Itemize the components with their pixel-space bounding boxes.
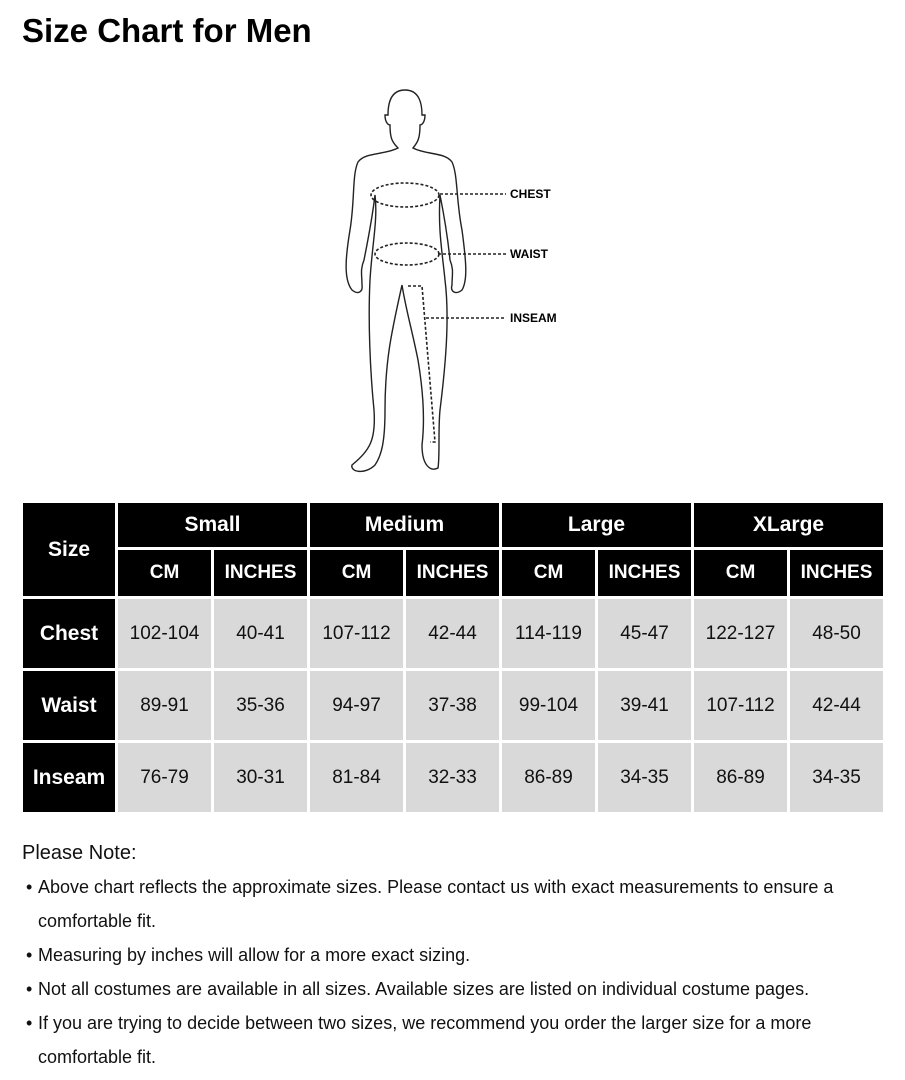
table-cell: 94-97 [310, 671, 403, 740]
table-cell: 102-104 [118, 599, 211, 668]
group-large: Large [502, 503, 691, 547]
table-cell: 32-33 [406, 743, 499, 812]
unit-header: INCHES [598, 550, 691, 596]
unit-header: CM [502, 550, 595, 596]
page-title: Size Chart for Men [22, 12, 312, 49]
table-cell: 107-112 [310, 599, 403, 668]
group-small: Small [118, 503, 307, 547]
table-cell: 114-119 [502, 599, 595, 668]
chest-label: CHEST [510, 187, 551, 201]
notes-section: Please Note: • Above chart reflects the a… [22, 836, 898, 1074]
table-cell: 39-41 [598, 671, 691, 740]
chest-measure-line [370, 182, 440, 208]
inseam-measure-line [408, 285, 436, 443]
table-cell: 107-112 [694, 671, 787, 740]
waist-measure-line [374, 242, 440, 266]
inseam-label: INSEAM [510, 311, 557, 325]
table-cell: 42-44 [790, 671, 883, 740]
unit-header: INCHES [406, 550, 499, 596]
waist-label: WAIST [510, 247, 549, 261]
group-xlarge: XLarge [694, 503, 883, 547]
unit-header: CM [118, 550, 211, 596]
table-cell: 37-38 [406, 671, 499, 740]
unit-header: CM [310, 550, 403, 596]
row-header: Chest [23, 599, 115, 668]
row-header: Inseam [23, 743, 115, 812]
note-item: • Measuring by inches will allow for a mo… [26, 945, 471, 965]
table-cell: 76-79 [118, 743, 211, 812]
table-cell: 40-41 [214, 599, 307, 668]
table-cell: 81-84 [310, 743, 403, 812]
table-cell: 45-47 [598, 599, 691, 668]
unit-header: CM [694, 550, 787, 596]
table-cell: 122-127 [694, 599, 787, 668]
size-header: Size [23, 503, 115, 596]
table-cell: 34-35 [598, 743, 691, 812]
table-cell: 86-89 [502, 743, 595, 812]
row-header: Waist [23, 671, 115, 740]
table-cell: 34-35 [790, 743, 883, 812]
table-cell: 48-50 [790, 599, 883, 668]
note-item: • If you are trying to decide between two… [26, 1013, 812, 1067]
note-item: • Not all costumes are available in all s… [26, 979, 810, 999]
unit-header: INCHES [790, 550, 883, 596]
table-cell: 99-104 [502, 671, 595, 740]
note-item: • Above chart reflects the approximate si… [26, 877, 834, 931]
table-cell: 89-91 [118, 671, 211, 740]
body-outline [345, 89, 467, 473]
size-table: Size Small Medium Large XLarge CM INCHES C… [20, 500, 886, 815]
table-cell: 86-89 [694, 743, 787, 812]
table-cell: 42-44 [406, 599, 499, 668]
notes-title: Please Note: [22, 842, 137, 864]
unit-header: INCHES [214, 550, 307, 596]
body-measurement-figure: CHEST WAIST INSEAM [345, 89, 557, 473]
table-cell: 35-36 [214, 671, 307, 740]
table-cell: 30-31 [214, 743, 307, 812]
group-medium: Medium [310, 503, 499, 547]
